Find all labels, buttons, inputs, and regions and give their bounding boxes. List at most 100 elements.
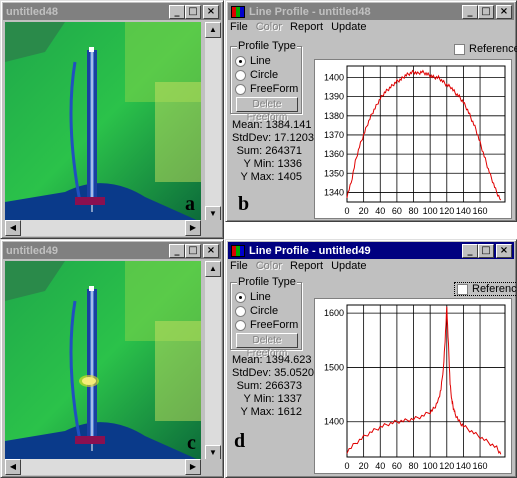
x-tick-label: 0 <box>344 206 349 216</box>
menu-file[interactable]: File <box>230 260 248 272</box>
y-tick-label: 1380 <box>324 111 344 121</box>
stat-ymin: Y Min: 1336 <box>243 158 302 170</box>
menu-bar: File Color Report Update <box>230 21 367 36</box>
close-button[interactable]: × <box>496 243 512 258</box>
vertical-scrollbar[interactable]: ▲ ▼ <box>205 22 221 222</box>
radio-dot[interactable] <box>235 69 246 81</box>
panel-letter: a <box>185 193 195 215</box>
panel-letter: b <box>238 193 250 215</box>
stat-stddev: StdDev: 17.12033 <box>232 132 321 144</box>
x-tick-label: 100 <box>423 461 438 471</box>
minimize-button[interactable]: _ <box>462 243 478 258</box>
menu-update[interactable]: Update <box>331 21 367 33</box>
profile-window-titlebar[interactable]: Line Profile - untitled48 _ □ × <box>228 3 514 20</box>
close-button[interactable]: × <box>496 4 512 19</box>
profile-type-label: Profile Type <box>237 40 297 52</box>
image-window-titlebar[interactable]: untitled48 _ □ × <box>3 3 221 20</box>
profile-plot-area[interactable]: 0 20 40 60 80 100 120 140 160 1400 1500 1600 <box>314 298 512 474</box>
thermal-image-view[interactable] <box>5 22 201 222</box>
menu-file[interactable]: File <box>230 21 248 33</box>
thermal-image-view[interactable] <box>5 261 201 461</box>
profile-stats: Mean: 1394.623 StdDev: 35.05201 Sum: 266… <box>232 354 320 419</box>
menu-report[interactable]: Report <box>290 260 324 272</box>
horizontal-scrollbar[interactable]: ◀ ▶ <box>5 459 201 475</box>
menu-bar: File Color Report Update <box>230 260 367 275</box>
window-title: Line Profile - untitled49 <box>249 244 371 257</box>
radio-label: Circle <box>250 305 279 317</box>
maximize-button[interactable]: □ <box>185 4 201 19</box>
maximize-button[interactable]: □ <box>185 243 201 258</box>
app-icon <box>231 5 245 18</box>
radio-line[interactable]: Line <box>235 55 271 67</box>
vertical-scrollbar[interactable]: ▲ ▼ <box>205 261 221 461</box>
line-profile-chart: 0 20 40 60 80 100 120 140 160 1340 1350 1360 1370 138… <box>324 65 506 216</box>
minimize-button[interactable]: _ <box>169 243 185 258</box>
resize-grip[interactable] <box>205 459 221 475</box>
line-profile-window-untitled49[interactable]: Line Profile - untitled49 _ □ × File Col… <box>225 239 517 478</box>
scroll-left-button[interactable]: ◀ <box>5 459 21 475</box>
profile-type-group: Profile Type Line Circle FreeForm Delete… <box>230 276 302 359</box>
radio-circle[interactable]: Circle <box>235 305 278 317</box>
maximize-button[interactable]: □ <box>478 243 494 258</box>
y-tick-label: 1350 <box>324 168 344 178</box>
checkbox-box[interactable] <box>457 283 468 295</box>
profile-plot-area[interactable]: 0 20 40 60 80 100 120 140 160 1340 1350 1360 1370 138… <box>314 59 512 219</box>
reference-label: Reference <box>472 283 517 295</box>
y-tick-label: 1340 <box>324 187 344 197</box>
x-tick-label: 160 <box>473 206 488 216</box>
profile-series-line <box>346 306 502 455</box>
image-window-titlebar[interactable]: untitled49 _ □ × <box>3 242 221 259</box>
y-tick-label: 1390 <box>324 92 344 102</box>
scroll-up-button[interactable]: ▲ <box>205 22 221 38</box>
checkbox-box[interactable] <box>454 43 465 55</box>
radio-freeform[interactable]: FreeForm <box>235 319 298 331</box>
scroll-right-button[interactable]: ▶ <box>185 220 201 236</box>
reference-checkbox[interactable]: Reference <box>454 43 517 55</box>
x-tick-label: 160 <box>473 461 488 471</box>
window-title: untitled48 <box>6 5 58 18</box>
radio-dot[interactable] <box>235 305 246 317</box>
horizontal-scrollbar[interactable]: ◀ ▶ <box>5 220 201 236</box>
menu-report[interactable]: Report <box>290 21 324 33</box>
x-tick-label: 40 <box>375 461 385 471</box>
image-window-untitled48[interactable]: untitled48 _ □ × ▲ ▼ <box>0 0 224 239</box>
x-tick-label: 40 <box>375 206 385 216</box>
scroll-left-button[interactable]: ◀ <box>5 220 21 236</box>
resize-grip[interactable] <box>205 220 221 236</box>
x-tick-label: 60 <box>392 461 402 471</box>
radio-label: FreeForm <box>250 83 299 95</box>
profile-window-titlebar[interactable]: Line Profile - untitled49 _ □ × <box>228 242 514 259</box>
plot-frame <box>346 304 506 458</box>
x-tick-label: 120 <box>439 206 454 216</box>
reference-label: Reference <box>469 43 517 55</box>
stat-ymax: Y Max: 1612 <box>240 406 302 418</box>
stat-ymax: Y Max: 1405 <box>240 171 302 183</box>
radio-line[interactable]: Line <box>235 291 271 303</box>
radio-dot[interactable] <box>235 55 246 67</box>
menu-update[interactable]: Update <box>331 260 367 272</box>
menu-color: Color <box>255 260 283 272</box>
profile-type-group: Profile Type Line Circle FreeForm Delete… <box>230 40 302 123</box>
x-tick-label: 80 <box>409 206 419 216</box>
x-tick-label: 80 <box>409 461 419 471</box>
close-button[interactable]: × <box>203 243 219 258</box>
minimize-button[interactable]: _ <box>462 4 478 19</box>
scroll-up-button[interactable]: ▲ <box>205 261 221 277</box>
minimize-button[interactable]: _ <box>169 4 185 19</box>
radio-freeform[interactable]: FreeForm <box>235 83 298 95</box>
radio-dot[interactable] <box>235 291 246 303</box>
radio-circle[interactable]: Circle <box>235 69 278 81</box>
x-tick-label: 140 <box>456 206 471 216</box>
window-title: Line Profile - untitled48 <box>249 5 371 18</box>
close-button[interactable]: × <box>203 4 219 19</box>
reference-checkbox[interactable]: Reference <box>454 282 517 296</box>
maximize-button[interactable]: □ <box>478 4 494 19</box>
x-tick-label: 120 <box>439 461 454 471</box>
radio-dot[interactable] <box>235 83 246 95</box>
image-window-untitled49[interactable]: untitled49 _ □ × <box>0 239 224 478</box>
scroll-right-button[interactable]: ▶ <box>185 459 201 475</box>
line-profile-window-untitled48[interactable]: Line Profile - untitled48 _ □ × File Col… <box>225 0 517 222</box>
radio-dot[interactable] <box>235 319 246 331</box>
y-tick-label: 1370 <box>324 130 344 140</box>
x-tick-label: 0 <box>344 461 349 471</box>
